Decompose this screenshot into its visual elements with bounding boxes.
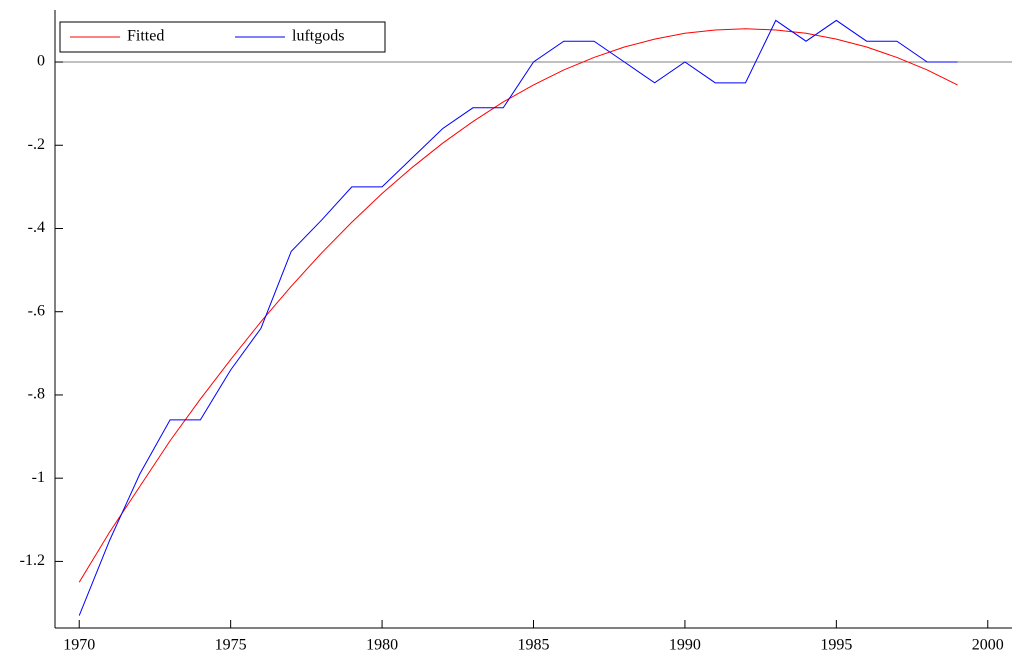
y-tick-label: -.2 [28, 136, 45, 153]
legend-label: luftgods [292, 28, 344, 45]
series-line [78, 19, 958, 616]
y-tick-label: -.4 [28, 219, 45, 236]
legend-label: Fitted [127, 28, 164, 45]
x-tick-label: 1995 [820, 637, 852, 654]
x-tick-label: 1990 [669, 637, 701, 654]
x-tick-label: 1980 [366, 637, 398, 654]
x-tick-label: 1975 [215, 637, 247, 654]
y-tick-label: -1 [32, 469, 45, 486]
series-line [78, 28, 958, 583]
y-tick-label: 0 [37, 53, 45, 70]
x-tick-label: 1970 [63, 637, 95, 654]
y-tick-label: -1.2 [20, 552, 45, 569]
y-tick-label: -.8 [28, 386, 45, 403]
y-tick-label: -.6 [28, 302, 45, 319]
x-tick-label: 2000 [972, 637, 1004, 654]
x-tick-label: 1985 [518, 637, 550, 654]
